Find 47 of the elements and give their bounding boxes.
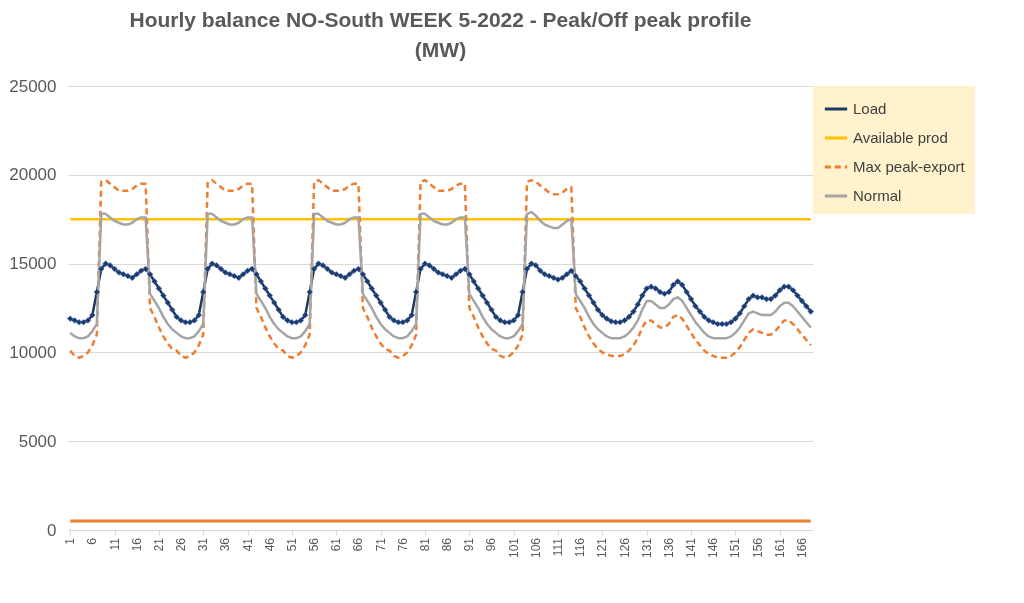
x-tick-label: 66 <box>351 537 366 552</box>
x-tick-label: 21 <box>151 537 166 552</box>
x-tick-label: 141 <box>684 537 699 559</box>
x-tick-label: 16 <box>129 537 144 552</box>
x-tick-label: 46 <box>262 537 277 552</box>
x-tick-label: 146 <box>706 537 721 559</box>
x-tick-label: 1 <box>63 537 78 545</box>
legend-label: Available prod <box>853 129 948 146</box>
y-tick-label: 20000 <box>9 165 57 185</box>
y-tick-label: 0 <box>47 520 57 540</box>
x-tick-label: 76 <box>395 537 410 552</box>
x-tick-label: 96 <box>484 537 499 552</box>
x-tick-label: 131 <box>639 537 654 559</box>
x-tick-label: 91 <box>462 537 477 552</box>
x-tick-label: 11 <box>107 537 122 551</box>
line-series <box>68 178 813 359</box>
x-tick-label: 166 <box>794 537 809 559</box>
legend-label: Normal <box>853 187 902 204</box>
x-tick-label: 116 <box>573 537 588 558</box>
x-tick-label: 106 <box>528 537 543 559</box>
y-tick-label: 5000 <box>18 431 57 451</box>
x-tick-label: 81 <box>417 537 432 552</box>
x-tick-label: 61 <box>329 537 344 552</box>
x-tick-label: 41 <box>240 537 255 552</box>
x-tick-label: 86 <box>440 537 455 552</box>
legend-label: Max peak-export <box>853 158 966 175</box>
chart-title: Hourly balance NO-South WEEK 5-2022 - Peak/Off peak profile (MW) <box>129 8 752 61</box>
legend-label: Load <box>853 100 887 117</box>
x-tick-label: 31 <box>196 537 211 552</box>
y-tick-label: 15000 <box>9 254 57 274</box>
x-tick-label: 156 <box>750 537 765 559</box>
x-tick-label: 71 <box>373 537 388 552</box>
x-tick-label: 51 <box>284 537 299 552</box>
x-tick-label: 101 <box>506 537 521 559</box>
x-tick-label: 161 <box>772 537 787 559</box>
x-tick-label: 126 <box>617 537 632 559</box>
line-series <box>68 210 813 340</box>
y-tick-label: 10000 <box>9 342 57 362</box>
x-tick-label: 151 <box>728 537 743 559</box>
x-tick-label: 111 <box>551 537 566 557</box>
x-tick-label: 36 <box>218 537 233 552</box>
x-tick-label: 6 <box>85 537 100 545</box>
x-tick-label: 56 <box>307 537 322 552</box>
x-tick-label: 26 <box>174 537 189 552</box>
y-tick-label: 25000 <box>9 76 57 96</box>
x-tick-label: 136 <box>661 537 676 559</box>
x-tick-label: 121 <box>595 537 610 559</box>
